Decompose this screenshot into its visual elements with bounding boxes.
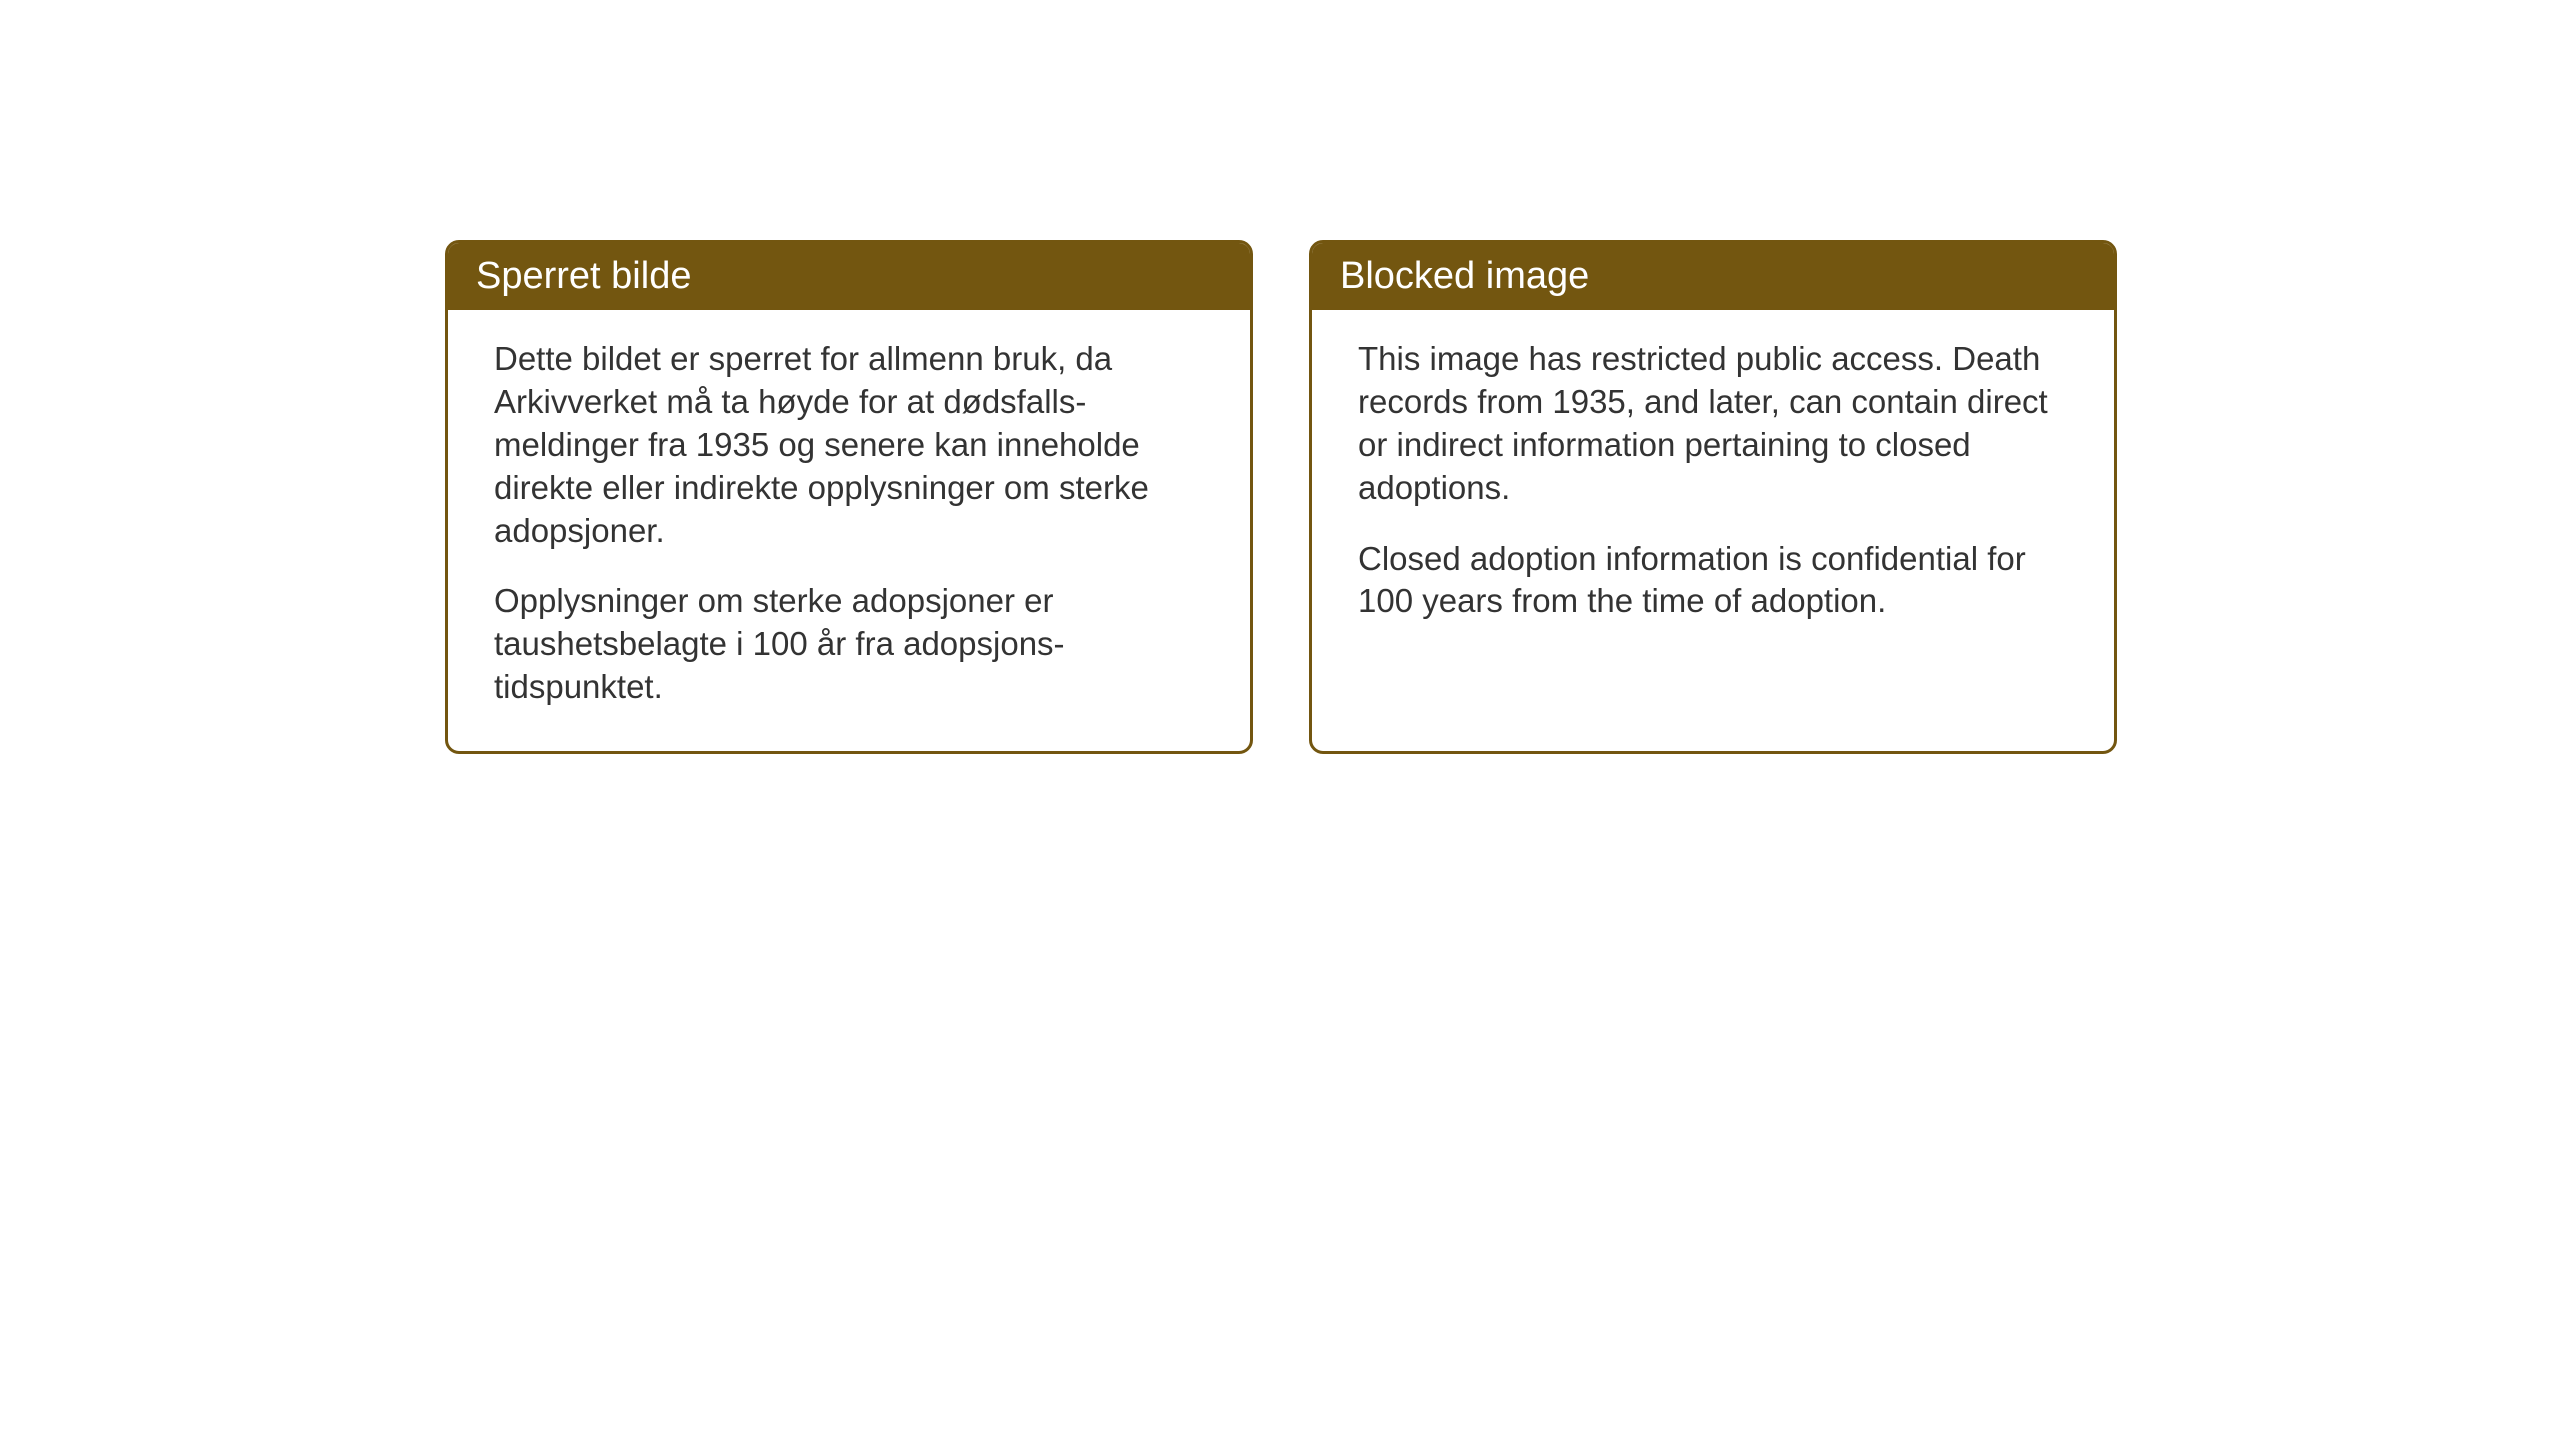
card-title-english: Blocked image <box>1340 255 1589 297</box>
card-paragraph-1-english: This image has restricted public access.… <box>1358 338 2068 510</box>
card-paragraph-2-norwegian: Opplysninger om sterke adopsjoner er tau… <box>494 580 1204 709</box>
card-body-norwegian: Dette bildet er sperret for allmenn bruk… <box>448 310 1250 751</box>
notice-card-english: Blocked image This image has restricted … <box>1309 240 2117 754</box>
notice-cards-container: Sperret bilde Dette bildet er sperret fo… <box>445 240 2117 754</box>
card-header-norwegian: Sperret bilde <box>448 243 1250 310</box>
notice-card-norwegian: Sperret bilde Dette bildet er sperret fo… <box>445 240 1253 754</box>
card-title-norwegian: Sperret bilde <box>476 255 691 297</box>
card-body-english: This image has restricted public access.… <box>1312 310 2114 665</box>
card-paragraph-1-norwegian: Dette bildet er sperret for allmenn bruk… <box>494 338 1204 552</box>
card-header-english: Blocked image <box>1312 243 2114 310</box>
card-paragraph-2-english: Closed adoption information is confident… <box>1358 538 2068 624</box>
